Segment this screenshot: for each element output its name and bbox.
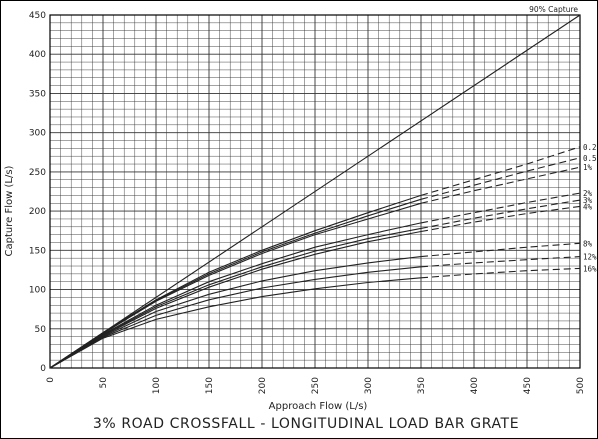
x-tick-label: 200 (258, 377, 268, 394)
series-line-solid (49, 256, 422, 369)
series-line-dashed (420, 157, 581, 200)
series-label: 3% (583, 196, 593, 205)
series-label: 2% (583, 189, 593, 198)
series-label: 1% (583, 163, 593, 172)
x-tick-label: 50 (99, 377, 109, 389)
series-label: 0.5 (583, 154, 597, 163)
series-line-dashed (420, 242, 581, 258)
series-line-dashed (420, 166, 581, 204)
series-line-solid (49, 222, 422, 369)
reference-line-label: 90% Capture (529, 5, 578, 14)
y-tick-label: 250 (29, 168, 46, 178)
series-line-dashed (420, 199, 581, 229)
y-tick-labels: 0 50 100 150 200 250 300 350 400 450 (29, 11, 46, 374)
series-label: 8% (583, 239, 593, 248)
x-tick-label: 300 (364, 377, 374, 394)
series-line-solid (49, 266, 422, 369)
series-line-solid (49, 198, 422, 369)
series-line-dashed (420, 146, 581, 196)
series-label: 16% (583, 264, 597, 273)
series-line-solid (49, 230, 422, 369)
series-line-dashed (420, 267, 581, 279)
series-line-dashed (420, 205, 581, 233)
x-tick-label: 350 (417, 377, 427, 394)
reference-line-90-capture (49, 14, 581, 369)
y-tick-label: 100 (29, 286, 46, 296)
series-line-dashed (420, 256, 581, 268)
series-line-solid (49, 202, 422, 369)
y-tick-label: 400 (29, 50, 46, 60)
series-line-dashed (420, 192, 581, 224)
plot-area-border (49, 14, 581, 369)
chart-title: 3% ROAD CROSSFALL - LONGITUDINAL LOAD BA… (93, 416, 519, 432)
x-tick-label: 450 (523, 377, 533, 394)
y-tick-label: 150 (29, 246, 46, 256)
series-line-solid (49, 227, 422, 369)
y-tick-label: 350 (29, 89, 46, 99)
x-axis-label: Approach Flow (L/s) (269, 401, 368, 412)
series-lines (49, 14, 581, 369)
x-tick-labels: 0 50 100 150 200 250 300 350 400 450 500 (46, 377, 586, 394)
x-tick-label: 0 (46, 377, 56, 383)
y-tick-label: 200 (29, 207, 46, 217)
y-tick-label: 450 (29, 11, 46, 21)
x-tick-label: 500 (576, 377, 586, 394)
x-tick-label: 100 (152, 377, 162, 394)
y-axis-label: Capture Flow (L/s) (4, 165, 15, 256)
series-label: 0.2 (583, 143, 597, 152)
series-labels: 0.2 0.51% 2%3%4% 8% 12% 16% (583, 143, 597, 274)
x-tick-label: 250 (311, 377, 321, 394)
series-label: 12% (583, 253, 597, 262)
series-line-solid (49, 277, 422, 369)
y-tick-label: 50 (35, 325, 47, 335)
x-tick-label: 150 (205, 377, 215, 394)
y-tick-label: 0 (40, 364, 46, 374)
series-label: 4% (583, 202, 593, 211)
x-tick-label: 400 (470, 377, 480, 394)
axes (49, 14, 581, 369)
y-tick-label: 300 (29, 129, 46, 139)
